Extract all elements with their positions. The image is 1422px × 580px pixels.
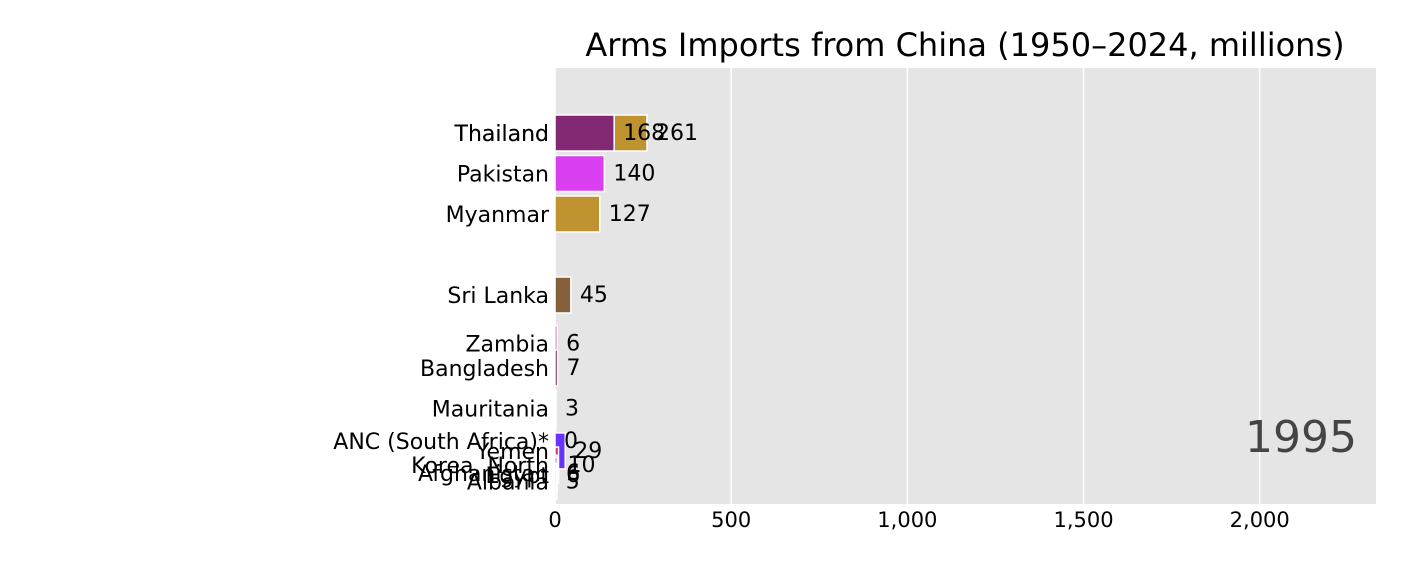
category-label: Yemen: [475, 440, 549, 465]
category-label: Albania: [467, 470, 549, 495]
value-label: 45: [580, 283, 608, 308]
value-label: 10: [568, 453, 596, 478]
value-label: 3: [565, 396, 579, 421]
chart-title: Arms Imports from China (1950–2024, mill…: [585, 26, 1344, 64]
x-ticks-group: 0 500 1,000 1,500 2,000: [548, 508, 1289, 532]
value-label: 7: [566, 356, 580, 381]
x-tick-label: 2,000: [1230, 508, 1290, 532]
value-label: 127: [609, 202, 651, 227]
bar: [554, 349, 559, 387]
plot-background: [555, 68, 1376, 504]
value-label: 6: [566, 461, 580, 486]
x-tick-label: 1,500: [1053, 508, 1113, 532]
x-tick-label: 500: [711, 508, 751, 532]
x-tick-label: 0: [548, 508, 561, 532]
bar: [554, 114, 615, 152]
value-label: 6: [566, 463, 580, 488]
category-label: Zambia: [465, 333, 549, 358]
category-label: Sri Lanka: [447, 284, 549, 309]
category-label: Bangladesh: [420, 357, 549, 382]
bar: [554, 276, 572, 314]
x-tick-label: 1,000: [877, 508, 937, 532]
period-label: 1995: [1245, 412, 1357, 463]
bar: [554, 462, 558, 501]
category-label: ANC (South Africa)*: [333, 430, 549, 455]
bar: [554, 195, 601, 233]
value-label: 5: [566, 469, 580, 494]
value-label: 29: [574, 439, 602, 464]
category-label: Afghanistan: [418, 462, 549, 487]
value-label: 140: [613, 162, 655, 187]
category-label: Thailand: [454, 122, 549, 147]
bars-group: [554, 114, 648, 501]
bar: [554, 389, 557, 428]
value-label: 0: [564, 429, 578, 454]
category-label: Korea, North: [411, 454, 549, 479]
category-label: Thailand: [454, 122, 549, 147]
category-label: Mauritania: [432, 397, 549, 422]
category-label: Pakistan: [457, 163, 549, 188]
category-label: Egypt: [486, 464, 550, 489]
value-label: 6: [566, 332, 580, 357]
bar: [554, 154, 606, 193]
value-label: 168: [623, 121, 665, 146]
value-label: 261: [656, 121, 698, 146]
category-label: Myanmar: [446, 203, 550, 228]
